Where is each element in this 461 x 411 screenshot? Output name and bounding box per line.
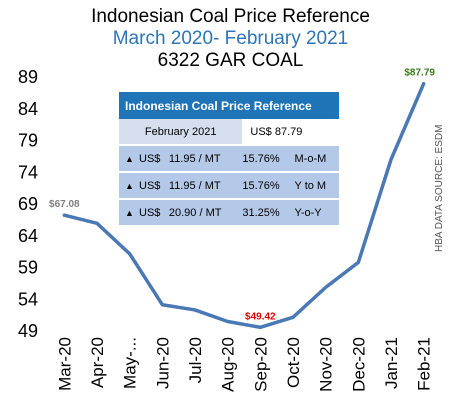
row-label: M-o-M [294,144,339,172]
x-tick-label: Dec-20 [349,337,368,392]
row-amount: 11.95 / MT [168,171,243,199]
data-label: $49.42 [245,311,276,322]
row-percent: 15.76% [242,171,295,199]
info-table-row: ▲ US$ 11.95 / MT 15.76% Y to M [119,171,339,199]
y-tick-label: 49 [18,321,38,341]
data-point [389,158,393,162]
y-tick-label: 74 [18,162,38,182]
data-point [356,260,360,264]
data-point [422,82,426,86]
up-arrow-icon: ▲ [119,144,139,172]
info-table-header: Indonesian Coal Price Reference [119,92,339,119]
chart-title-block: Indonesian Coal Price Reference March 20… [0,6,461,72]
data-source-note: HBA DATA SOURCE: ESDM [434,124,445,252]
row-label: Y-o-Y [294,198,339,225]
data-label: $67.08 [49,199,80,210]
x-tick-label: Sep-20 [251,337,270,392]
data-point [258,325,262,329]
data-point [62,213,66,217]
x-tick-label: Nov-20 [317,337,336,392]
y-tick-label: 59 [18,258,38,278]
data-point [95,221,99,225]
series-line [62,81,426,330]
chart-title: Indonesian Coal Price Reference [91,6,370,27]
data-label: $87.79 [404,68,435,79]
x-tick-label: Jun-20 [153,337,172,389]
data-point [128,252,132,256]
y-tick-label: 84 [18,99,38,119]
y-tick-label: 89 [18,67,38,87]
row-percent: 15.76% [242,144,295,172]
y-tick-label: 69 [18,194,38,214]
row-currency: US$ [139,144,169,172]
row-label: Y to M [294,171,339,199]
info-table-row: ▲ US$ 11.95 / MT 15.76% M-o-M [119,144,339,172]
x-tick-label: Mar-20 [55,337,74,391]
row-amount: 11.95 / MT [168,144,243,172]
data-point [160,303,164,307]
row-currency: US$ [139,171,169,199]
x-tick-label: Oct-20 [284,337,303,388]
chart-subtitle-2: 6322 GAR COAL [157,50,304,71]
data-point [291,315,295,319]
row-currency: US$ [139,198,169,225]
row-percent: 31.25% [242,198,295,225]
x-tick-label: Jan-21 [382,337,401,389]
info-table-month: February 2021 [119,119,243,145]
info-table: Indonesian Coal Price Reference February… [119,92,339,225]
x-tick-label: Jul-20 [186,337,205,383]
y-tick-label: 54 [18,289,38,309]
info-table-row: ▲ US$ 20.90 / MT 31.25% Y-o-Y [119,198,339,225]
data-point [324,285,328,289]
x-tick-label: Apr-20 [88,337,107,388]
x-tick-label: Feb-21 [415,337,434,391]
info-table-price: US$ 87.79 [242,119,339,145]
up-arrow-icon: ▲ [119,198,139,225]
x-tick-label: Aug-20 [219,337,238,392]
chart-subtitle: March 2020- February 2021 [112,28,349,49]
up-arrow-icon: ▲ [119,171,139,199]
data-point [193,308,197,312]
y-tick-label: 64 [18,226,38,246]
row-amount: 20.90 / MT [168,198,243,225]
x-tick-label: May-... [121,337,140,389]
y-tick-label: 79 [18,131,38,151]
data-point [226,319,230,323]
